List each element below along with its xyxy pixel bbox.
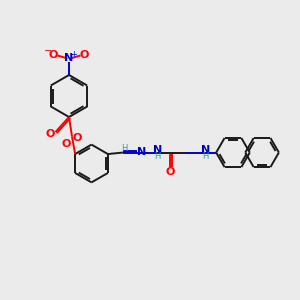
Text: −: − <box>44 46 52 56</box>
Text: N: N <box>153 145 162 155</box>
Text: H: H <box>202 152 208 161</box>
Text: O: O <box>45 129 55 140</box>
Text: O: O <box>80 50 89 60</box>
Text: H: H <box>121 144 127 153</box>
Text: +: + <box>70 50 77 59</box>
Text: H: H <box>154 152 161 161</box>
Text: N: N <box>201 145 210 155</box>
Text: O: O <box>73 133 82 143</box>
Text: O: O <box>61 139 71 149</box>
Text: O: O <box>166 167 175 177</box>
Text: N: N <box>64 53 74 64</box>
Text: O: O <box>49 50 58 60</box>
Text: N: N <box>136 147 146 157</box>
